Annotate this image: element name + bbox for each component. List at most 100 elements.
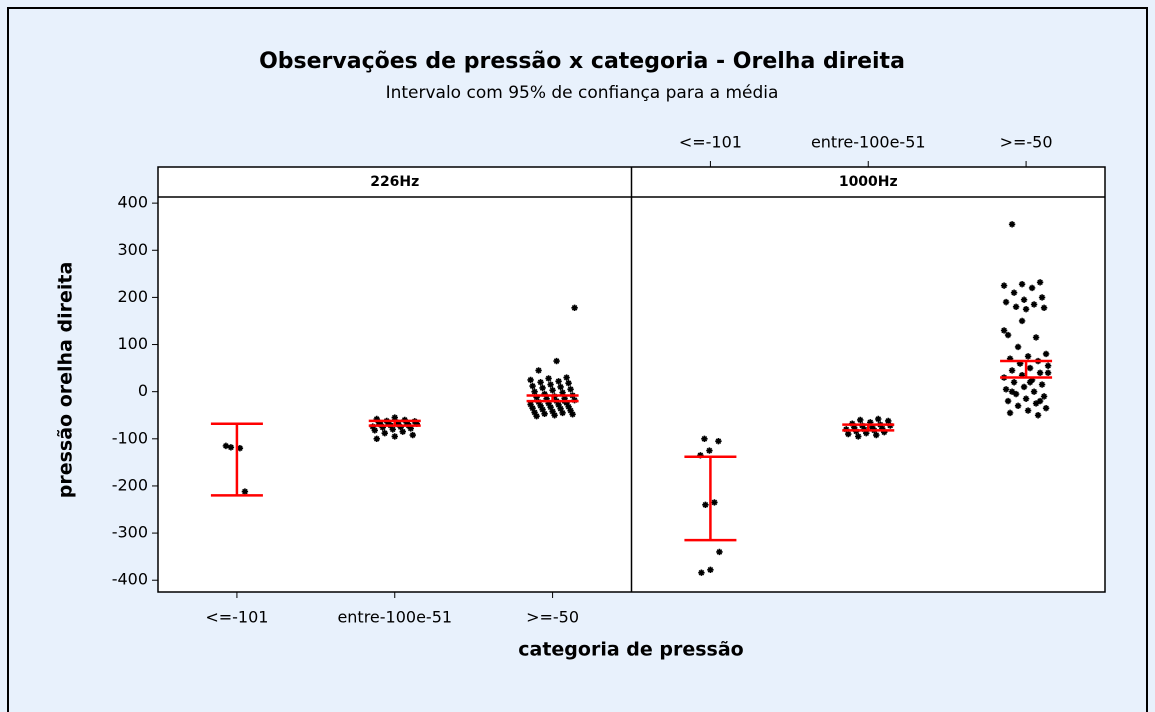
point	[1012, 390, 1020, 398]
point	[541, 410, 548, 418]
point	[565, 403, 572, 410]
point	[1002, 298, 1010, 306]
point	[1040, 393, 1048, 400]
point	[1016, 360, 1024, 367]
y-axis-label: pressão orelha direita	[55, 262, 77, 499]
point	[855, 433, 862, 440]
point	[863, 429, 870, 437]
point	[1006, 355, 1014, 362]
point	[379, 424, 386, 431]
point	[567, 386, 574, 393]
point	[715, 437, 722, 445]
point	[563, 374, 570, 381]
point	[559, 409, 566, 417]
point	[555, 378, 562, 385]
point	[371, 427, 378, 434]
point	[565, 379, 572, 387]
point	[851, 424, 858, 431]
point	[1000, 282, 1008, 289]
point	[529, 404, 536, 412]
y-tick-label: 100	[117, 334, 148, 353]
point	[1024, 353, 1032, 360]
point	[391, 433, 398, 440]
point	[1040, 304, 1048, 311]
point	[1018, 281, 1026, 288]
point	[557, 405, 564, 412]
point	[1030, 301, 1038, 308]
point	[1024, 407, 1032, 414]
point	[399, 428, 406, 435]
point	[222, 442, 230, 450]
point	[873, 431, 880, 439]
point	[537, 402, 544, 410]
point	[241, 488, 249, 495]
point	[539, 384, 546, 392]
y-tick-label: 200	[117, 287, 148, 306]
point	[857, 416, 864, 424]
x-tick-label: entre-100e-51	[337, 608, 452, 627]
point	[1036, 397, 1044, 405]
point	[555, 401, 562, 409]
point	[1010, 379, 1018, 386]
point	[373, 415, 380, 423]
y-tick-label: 300	[117, 240, 148, 259]
point	[1010, 289, 1018, 296]
point	[1020, 383, 1028, 391]
point	[711, 499, 718, 506]
point	[567, 407, 574, 414]
point	[531, 388, 538, 395]
point	[545, 375, 552, 382]
point	[227, 444, 235, 451]
y-tick-label: 400	[117, 193, 148, 212]
point	[535, 367, 542, 374]
point	[1022, 395, 1030, 402]
point	[1044, 362, 1052, 369]
y-tick-label: -200	[112, 475, 148, 494]
point	[549, 387, 556, 394]
point	[547, 404, 554, 411]
y-tick-label: -100	[112, 428, 148, 447]
point	[557, 383, 564, 391]
point	[1008, 221, 1016, 228]
point	[845, 430, 852, 438]
point	[869, 423, 876, 431]
point	[407, 425, 414, 432]
point	[533, 412, 540, 420]
point	[545, 400, 552, 407]
point	[875, 415, 882, 423]
point	[381, 429, 388, 437]
point	[885, 417, 892, 425]
point	[1038, 381, 1046, 388]
point	[397, 423, 404, 431]
x-tick-label: <=-101	[205, 608, 268, 627]
point	[1036, 279, 1044, 286]
point	[541, 390, 548, 398]
point	[559, 389, 566, 396]
point	[389, 426, 396, 433]
point	[1020, 296, 1028, 303]
point	[551, 412, 558, 419]
point	[529, 382, 536, 390]
x-tick-label: >=-50	[526, 608, 579, 627]
x-tick-label: <=-101	[679, 133, 742, 152]
point	[1030, 388, 1038, 395]
point	[716, 548, 723, 556]
point	[413, 420, 420, 427]
chart-title: Observações de pressão x categoria - Ore…	[259, 49, 905, 74]
point	[1022, 305, 1030, 313]
point	[403, 419, 410, 426]
point	[1014, 343, 1022, 351]
point	[1032, 334, 1040, 341]
point	[1018, 371, 1026, 379]
point	[539, 406, 546, 413]
point	[706, 447, 713, 454]
point	[1036, 369, 1044, 377]
point	[236, 445, 244, 452]
point	[1006, 409, 1014, 417]
point	[409, 431, 416, 439]
point	[391, 414, 398, 421]
x-tick-label: >=-50	[1000, 133, 1053, 152]
point	[1012, 303, 1020, 311]
point	[1004, 331, 1012, 339]
